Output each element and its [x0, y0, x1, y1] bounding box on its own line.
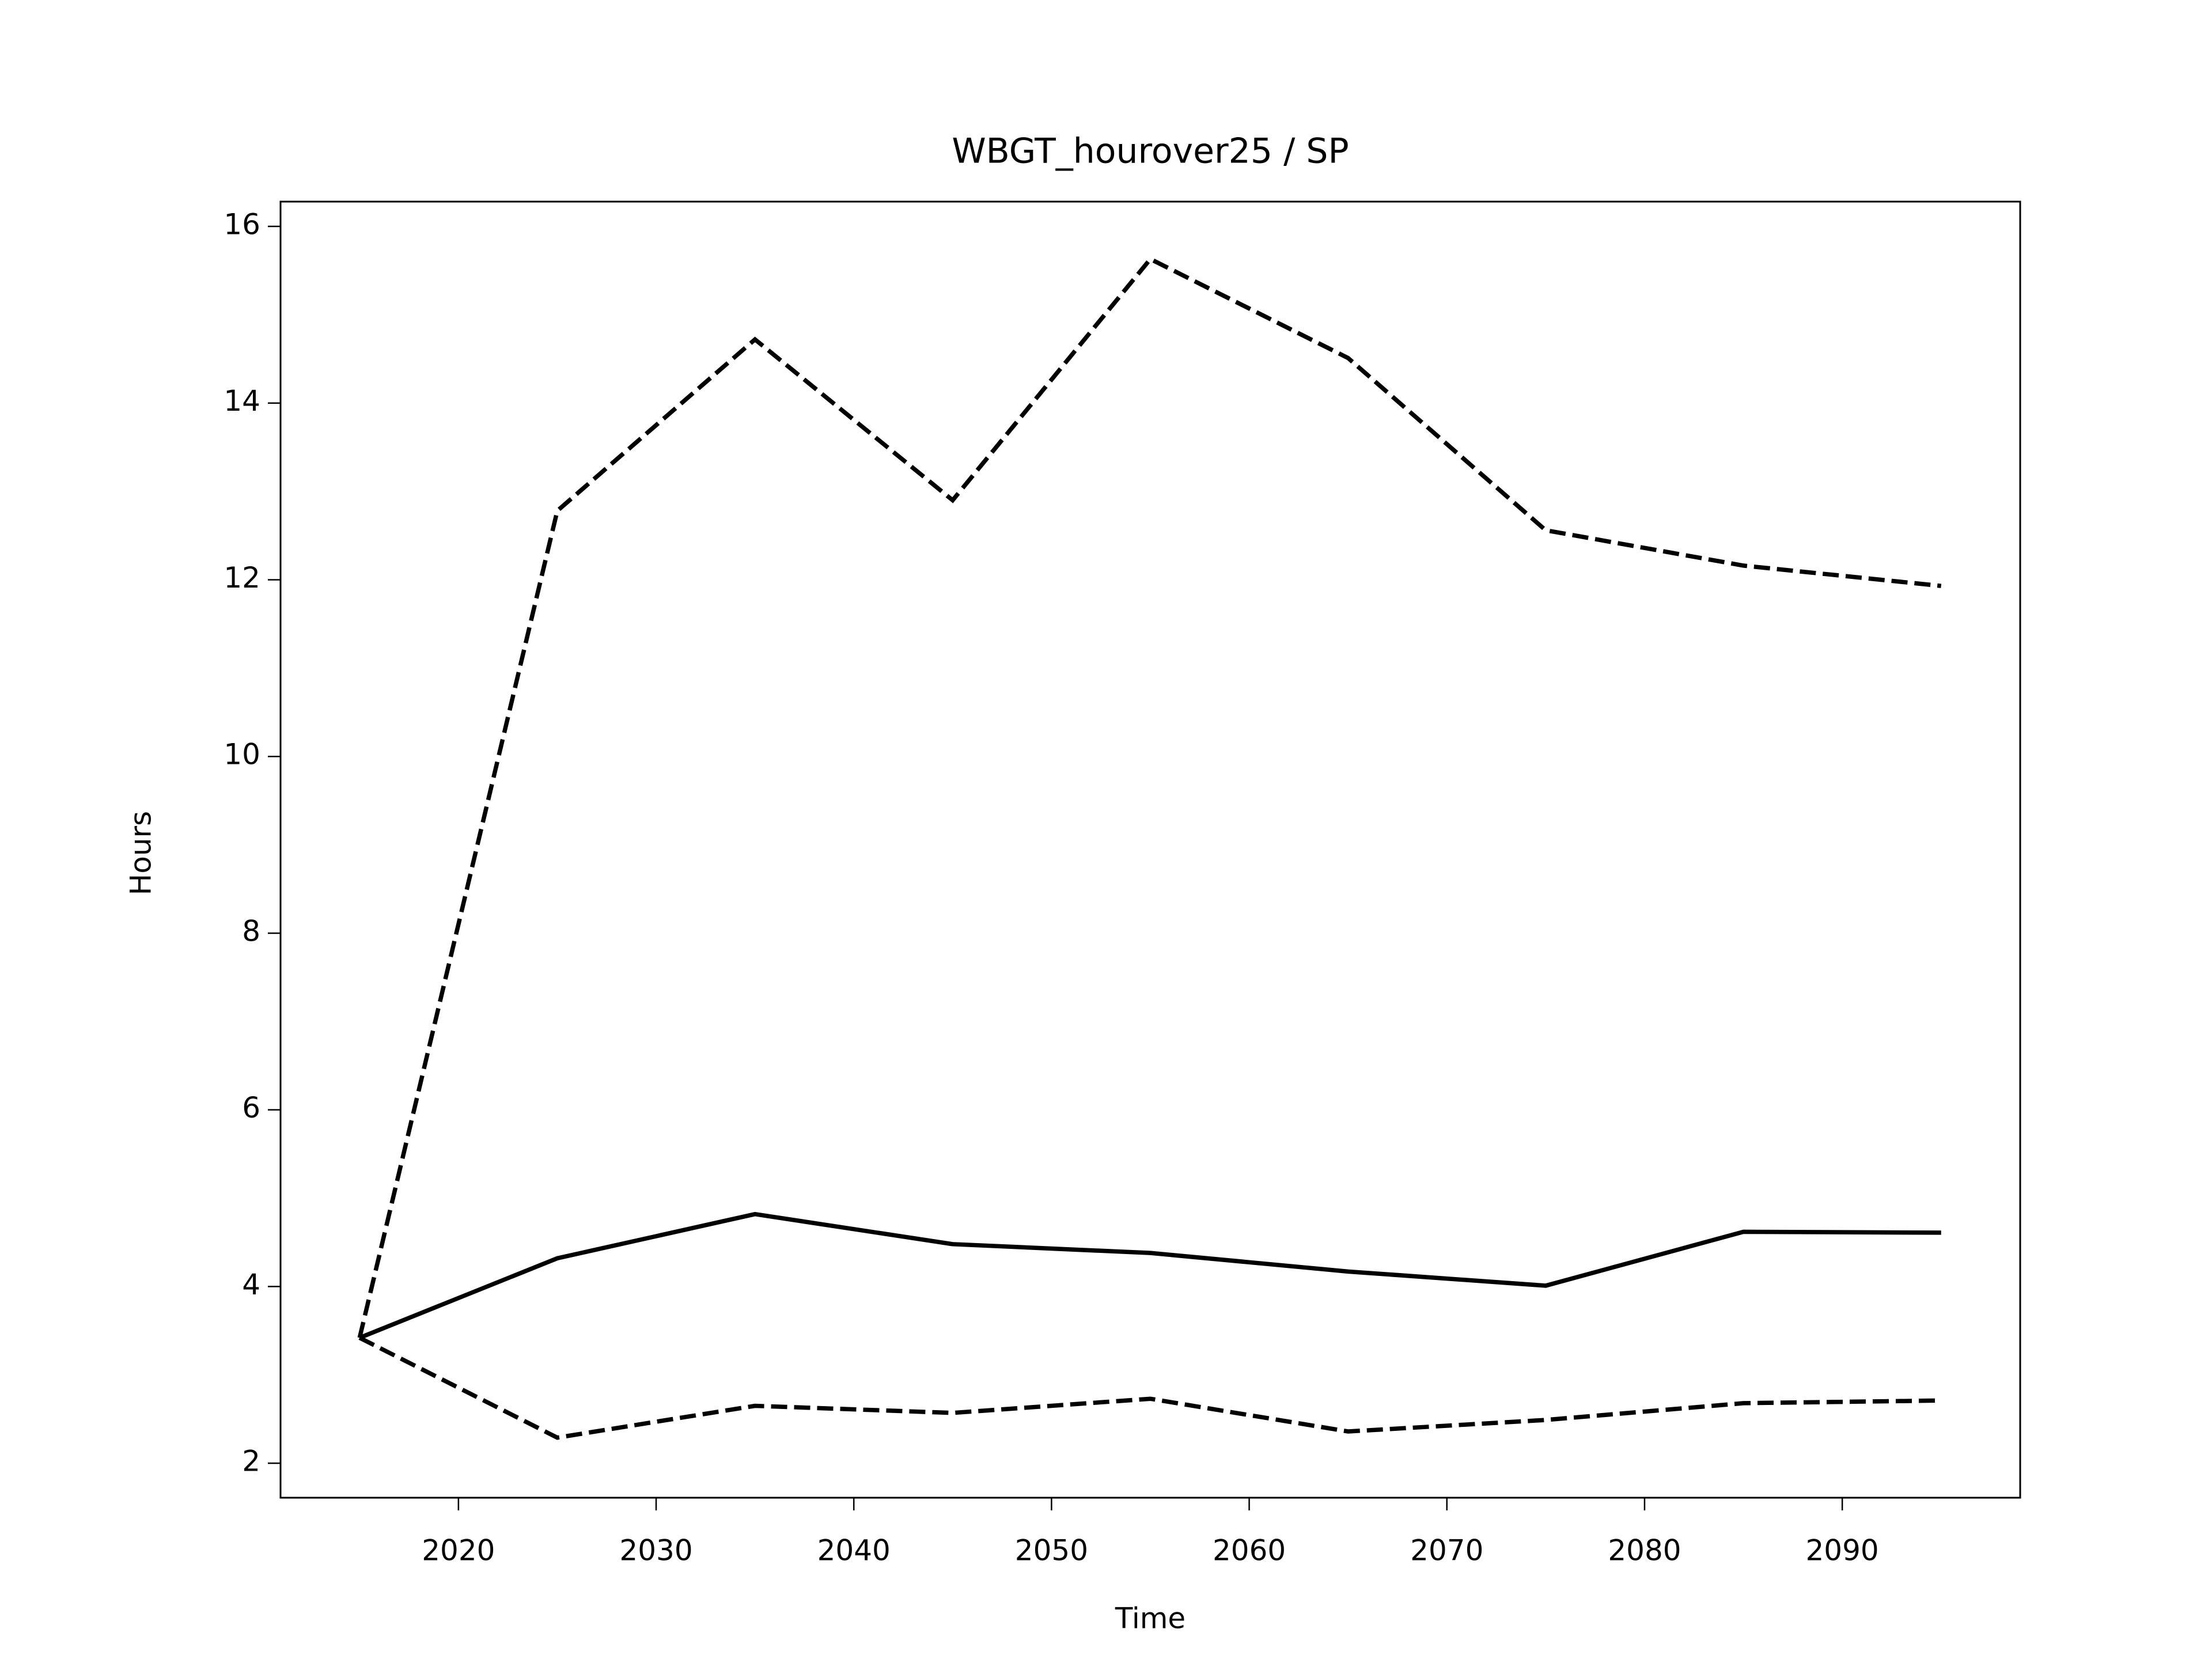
y-axis-label: Hours: [124, 811, 158, 895]
y-tick-label: 12: [224, 561, 260, 594]
x-tick-label: 2020: [422, 1534, 495, 1567]
y-tick-label: 10: [224, 738, 260, 771]
chart-title: WBGT_hourover25 / SP: [952, 131, 1349, 172]
x-tick-label: 2030: [619, 1534, 692, 1567]
x-tick-label: 2080: [1608, 1534, 1681, 1567]
y-tick-label: 4: [242, 1268, 260, 1301]
x-tick-label: 2040: [817, 1534, 891, 1567]
plot-frame: [279, 200, 2021, 1499]
y-tick-label: 16: [224, 207, 260, 241]
y-tick-label: 2: [242, 1445, 260, 1478]
line-series: [358, 1211, 1941, 1340]
x-axis-label: Time: [1115, 1602, 1185, 1635]
x-tick-label: 2060: [1213, 1534, 1286, 1567]
x-tick-label: 2050: [1015, 1534, 1088, 1567]
y-tick-label: 14: [224, 384, 260, 418]
x-tick-label: 2070: [1410, 1534, 1483, 1567]
x-tick-label: 2090: [1806, 1534, 1879, 1567]
y-tick-label: 8: [242, 914, 260, 948]
y-tick-label: 6: [242, 1091, 260, 1124]
line-series: [357, 256, 1942, 1339]
line-series: [358, 1336, 1941, 1440]
